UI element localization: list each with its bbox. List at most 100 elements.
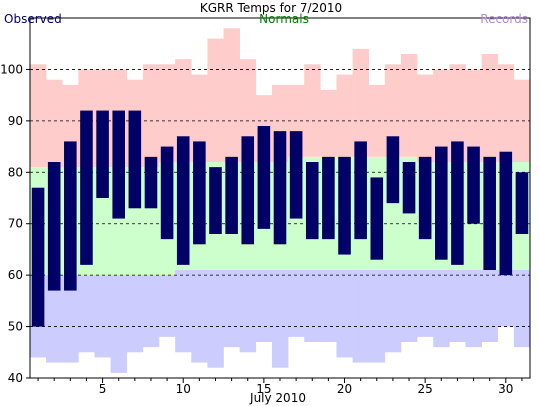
record-low-band [304,270,321,342]
record-high-band [46,79,63,168]
record-high-band [142,64,160,168]
record-low-band [223,270,240,348]
record-low-band [513,270,531,348]
observed-bar [128,110,142,209]
record-low-band [191,270,208,363]
record-high-band [449,64,466,162]
record-low-band [497,270,515,327]
observed-bar [483,156,496,270]
observed-bar [144,156,158,209]
x-tick-label: 20 [337,382,352,396]
observed-bar [112,110,125,219]
record-low-band [320,270,337,342]
record-low-band [62,275,79,363]
record-high-band [304,64,321,157]
observed-bar [209,167,222,234]
y-tick-label: 50 [8,320,23,334]
y-tick-label: 60 [8,268,23,282]
record-low-band [271,270,289,368]
y-tick-label: 90 [8,114,23,128]
observed-bar [386,136,400,204]
observed-bar [273,131,287,245]
record-high-band [159,64,176,162]
record-low-band [255,270,273,342]
record-high-band [336,74,353,157]
observed-bar [515,172,529,234]
record-high-band [30,64,47,168]
observed-bar [193,141,206,245]
x-tick-label: 30 [498,382,513,396]
observed-bar [370,177,384,260]
observed-bar [354,141,367,240]
record-low-band [368,270,386,363]
observed-bar [289,131,303,219]
legend-records: Records [480,12,528,26]
record-high-band [368,84,386,157]
record-low-band [239,270,257,353]
observed-bar [435,146,448,260]
x-tick-label: 25 [418,382,433,396]
chart-title: KGRR Temps for 7/2010 [200,1,342,15]
observed-bar [257,126,271,229]
observed-bar [338,156,351,255]
record-high-band [497,64,515,162]
record-high-band [417,74,434,162]
record-low-band [465,270,482,348]
record-high-band [481,54,499,162]
record-low-band [175,270,192,353]
record-low-band [449,270,466,342]
x-tick-label: 15 [256,382,271,396]
record-low-band [159,275,176,337]
observed-bar [241,136,255,245]
record-low-band [94,275,111,358]
x-tick-label: 10 [176,382,191,396]
observed-bar [176,136,190,265]
observed-bars-layer [31,110,529,327]
observed-bar [499,151,513,276]
record-high-band [320,90,337,157]
record-low-band [433,270,450,348]
record-high-band [207,38,224,163]
observed-bar [305,162,319,240]
record-high-band [433,69,450,162]
observed-bar [402,162,416,214]
record-low-band [336,270,353,358]
record-low-band [207,270,224,368]
record-low-band [126,275,144,353]
record-high-band [352,48,370,157]
record-low-band [481,270,499,342]
y-tick-label: 40 [8,371,23,385]
observed-bar [225,156,238,234]
record-high-band [191,74,208,162]
record-low-band [384,270,402,353]
observed-bar [80,110,93,265]
record-low-band [46,275,63,363]
record-high-band [465,69,482,162]
record-low-band [142,275,160,348]
x-axis-label: July 2010 [249,391,306,405]
observed-bar [467,146,480,224]
record-low-band [400,270,418,342]
observed-bar [451,141,464,265]
observed-bar [64,141,77,291]
y-tick-label: 80 [8,165,23,179]
observed-bar [31,187,45,327]
record-high-band [223,28,240,162]
axis-ticks: 40 50 60 70 80 90 100 5 10 15 20 25 30 [0,62,523,396]
observed-bar [160,146,174,240]
record-low-band [417,270,434,337]
observed-bar [47,162,61,291]
observed-bar [418,156,432,240]
record-low-band [78,275,95,353]
legend-normals: Normals [259,12,309,26]
x-tick-label: 5 [99,382,107,396]
record-low-band [288,270,305,337]
y-tick-label: 70 [8,217,23,231]
record-low-band [110,275,128,373]
record-low-band [352,270,370,363]
record-high-band [400,54,418,157]
observed-bar [322,156,335,240]
legend-observed: Observed [4,12,62,26]
record-high-band [384,64,402,157]
